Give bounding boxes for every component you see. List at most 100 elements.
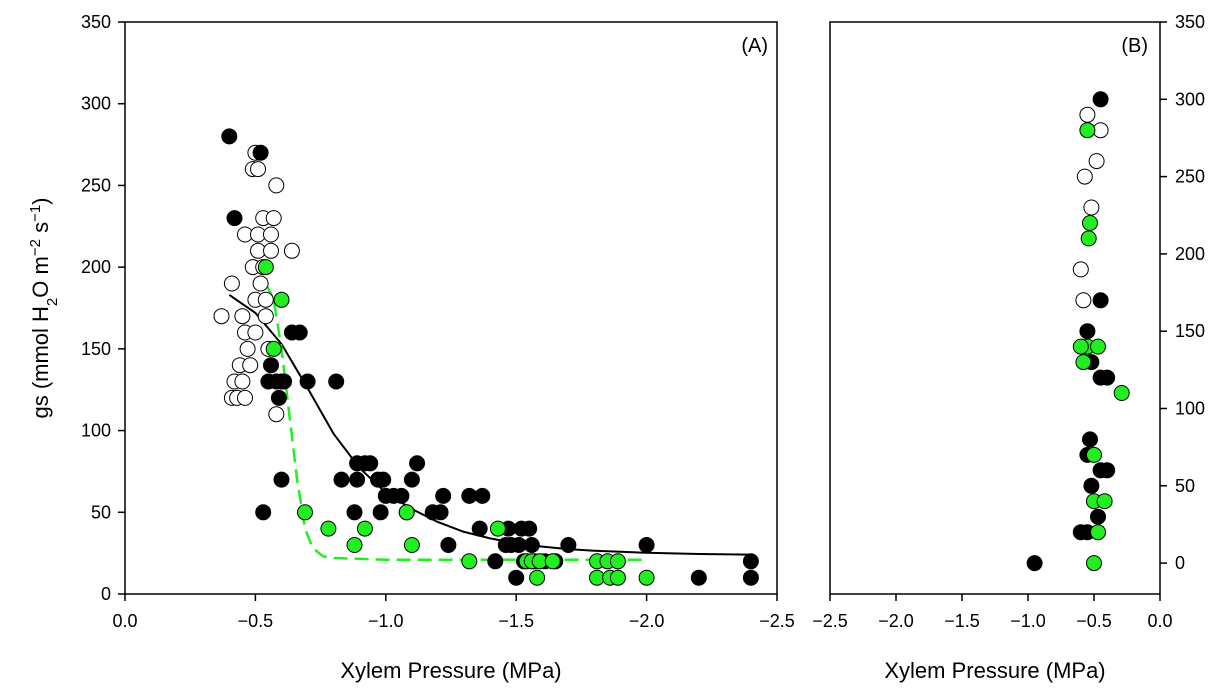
- green-data-point: [403, 537, 420, 553]
- panel-b-points: [1026, 91, 1130, 572]
- panel-b-label: (B): [1121, 35, 1148, 57]
- open-data-point: [250, 161, 266, 178]
- open-data-point: [1072, 261, 1089, 278]
- black-data-point: [346, 504, 363, 521]
- green-data-point: [1086, 555, 1102, 572]
- y-tick-label: 300: [1175, 89, 1205, 109]
- open-data-point: [242, 357, 259, 374]
- black-data-point: [487, 553, 504, 570]
- panel-a-label: (A): [741, 35, 768, 57]
- green-data-point: [609, 569, 626, 586]
- green-data-point: [1090, 338, 1106, 355]
- y-tick-label: 250: [1175, 167, 1205, 187]
- green-data-point: [1072, 338, 1089, 355]
- green-data-point: [265, 340, 282, 357]
- green-dashed-fit-curve: [264, 282, 647, 561]
- black-data-point: [1092, 91, 1109, 108]
- black-data-point: [409, 455, 426, 472]
- y-tick-label: 50: [91, 502, 111, 522]
- panel-a-points: [213, 128, 759, 586]
- panel-a-x-ticks: 0.0 −0.5 −1.0 −1.5 −2.0 −2.5: [112, 594, 795, 631]
- black-data-point: [435, 487, 452, 504]
- black-data-point: [273, 471, 290, 488]
- open-data-point: [239, 340, 256, 357]
- x-tick-label: −1.0: [1010, 611, 1046, 631]
- open-data-point: [257, 308, 274, 325]
- black-data-point: [521, 520, 538, 537]
- green-data-point: [638, 569, 655, 586]
- y-tick-label: 100: [81, 421, 111, 441]
- open-data-point: [247, 324, 264, 341]
- green-data-point: [461, 553, 478, 570]
- y-tick-label: 300: [81, 94, 111, 114]
- panel-b-x-ticks: −2.5 −2.0 −1.5 −1.0 −0.5 0.0: [812, 594, 1173, 631]
- x-tick-label: −2.0: [878, 611, 914, 631]
- black-data-point: [508, 569, 525, 586]
- black-data-point: [474, 487, 491, 504]
- black-data-point: [1090, 508, 1106, 525]
- y-tick-label: 0: [1175, 553, 1185, 573]
- open-data-point: [234, 308, 251, 325]
- black-data-point: [328, 373, 345, 390]
- black-data-point: [560, 537, 577, 553]
- black-data-point: [403, 471, 420, 488]
- black-data-point: [252, 144, 269, 161]
- panel-a-y-ticks: 0 50 100 150 200 250 300 350: [81, 12, 125, 604]
- y-tick-label: 250: [81, 175, 111, 195]
- green-data-point: [1082, 215, 1098, 231]
- black-data-point: [270, 389, 287, 406]
- black-data-point: [1079, 323, 1096, 340]
- green-data-point: [1080, 230, 1097, 247]
- open-data-point: [263, 242, 279, 259]
- open-data-point: [263, 226, 279, 243]
- black-data-point: [226, 210, 243, 227]
- panel-a-x-axis-title: Xylem Pressure (MPa): [340, 658, 561, 683]
- black-data-point: [372, 504, 389, 521]
- green-data-point: [346, 537, 363, 553]
- x-tick-label: −2.5: [812, 611, 848, 631]
- open-data-point: [1075, 292, 1092, 309]
- black-data-point: [299, 373, 316, 390]
- black-data-point: [742, 569, 759, 586]
- y-tick-label: 50: [1175, 476, 1195, 496]
- open-data-point: [1079, 106, 1096, 123]
- green-data-point: [544, 553, 561, 570]
- open-data-point: [257, 291, 274, 308]
- open-data-point: [268, 177, 285, 194]
- black-data-point: [1099, 369, 1116, 386]
- black-data-point: [375, 471, 392, 488]
- green-data-point: [398, 504, 415, 521]
- panel-b-x-axis-title: Xylem Pressure (MPa): [884, 658, 1105, 683]
- open-data-point: [252, 275, 269, 292]
- black-data-point: [1092, 292, 1109, 309]
- panel-b-frame: [829, 21, 1161, 595]
- y-tick-label: 150: [81, 339, 111, 359]
- y-tick-label: 350: [1175, 12, 1205, 32]
- x-tick-label: 0.0: [1147, 611, 1172, 631]
- black-data-point: [523, 537, 540, 553]
- x-tick-label: 0.0: [112, 611, 137, 631]
- green-data-point: [356, 520, 373, 537]
- green-data-point: [489, 520, 506, 537]
- y-tick-label: 0: [101, 584, 111, 604]
- black-data-point: [1099, 462, 1116, 479]
- black-data-point: [432, 504, 449, 521]
- open-data-point: [213, 308, 230, 325]
- black-data-point: [690, 569, 707, 586]
- black-data-point: [1082, 431, 1098, 448]
- open-data-point: [237, 389, 253, 406]
- black-data-point: [291, 324, 308, 341]
- green-data-point: [297, 504, 313, 521]
- black-data-point: [362, 455, 379, 472]
- black-data-point: [742, 553, 759, 570]
- panel-a: 0.0 −0.5 −1.0 −1.5 −2.0 −2.5 0 50 100 150 200 250 3…: [27, 12, 795, 683]
- black-data-point: [440, 537, 457, 553]
- x-tick-label: −0.5: [1076, 611, 1112, 631]
- y-tick-label: 350: [81, 12, 111, 32]
- green-data-point: [1075, 354, 1092, 371]
- x-tick-label: −0.5: [238, 611, 274, 631]
- x-tick-label: −1.5: [944, 611, 980, 631]
- black-data-point: [638, 537, 655, 553]
- open-data-point: [268, 406, 285, 423]
